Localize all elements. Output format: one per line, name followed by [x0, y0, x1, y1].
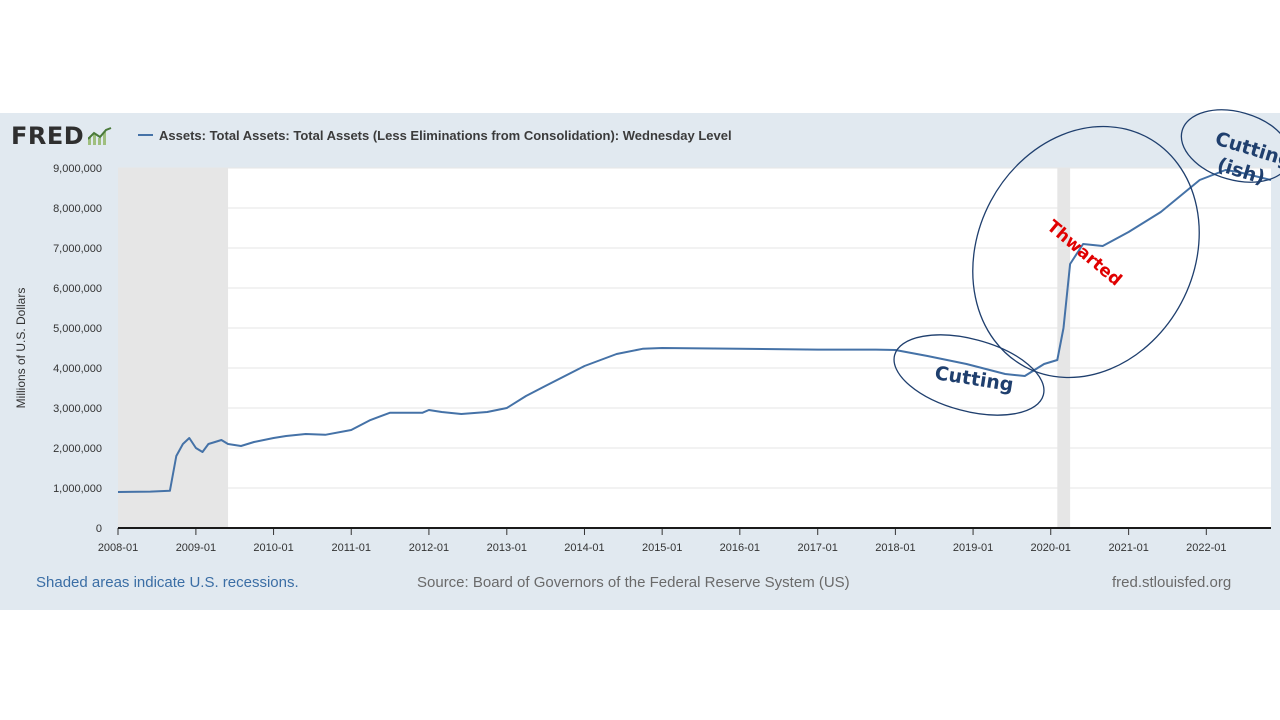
- x-tick-label-5: 2013-01: [487, 542, 527, 554]
- y-tick-label-8: 8,000,000: [53, 203, 102, 215]
- x-tick-label-4: 2012-01: [409, 542, 449, 554]
- series-line-0: [117, 169, 1272, 493]
- x-tick-label-0: 2008-01: [98, 542, 138, 554]
- cutting-ish-ellipse: [1180, 109, 1280, 183]
- x-tick-label-2: 2010-01: [253, 542, 293, 554]
- y-tick-label-2: 2,000,000: [53, 443, 102, 455]
- y-tick-label-6: 6,000,000: [53, 283, 102, 295]
- chart-legend[interactable]: Assets: Total Assets: Total Assets (Less…: [138, 126, 732, 144]
- x-tick-label-13: 2021-01: [1108, 542, 1148, 554]
- y-tick-label-4: 4,000,000: [53, 363, 102, 375]
- x-tick-label-12: 2020-01: [1031, 542, 1071, 554]
- recession-note-link[interactable]: Shaded areas indicate U.S. recessions.: [36, 574, 299, 591]
- x-tick-label-11: 2019-01: [953, 542, 993, 554]
- x-tick-label-7: 2015-01: [642, 542, 682, 554]
- thwarted-ellipse: [972, 125, 1200, 379]
- x-tick-label-14: 2022-01: [1186, 542, 1226, 554]
- source-text: Source: Board of Governors of the Federa…: [417, 574, 850, 591]
- y-tick-label-5: 5,000,000: [53, 323, 102, 335]
- y-tick-label-9: 9,000,000: [53, 163, 102, 175]
- trend-line-icon: [88, 127, 112, 145]
- y-tick-label-3: 3,000,000: [53, 403, 102, 415]
- legend-label: Assets: Total Assets: Total Assets (Less…: [159, 127, 732, 143]
- x-tick-label-10: 2018-01: [875, 542, 915, 554]
- legend-swatch: [138, 134, 153, 136]
- x-tick-label-6: 2014-01: [564, 542, 604, 554]
- recession-shade-1: [1057, 168, 1071, 528]
- y-tick-label-7: 7,000,000: [53, 243, 102, 255]
- x-tick-label-3: 2011-01: [331, 542, 371, 554]
- recession-shade-0: [118, 168, 229, 528]
- x-tick-label-8: 2016-01: [720, 542, 760, 554]
- y-axis-label: Millions of U.S. Dollars: [14, 288, 28, 409]
- fred-logo-text: FRED: [11, 122, 85, 150]
- cutting-ellipse: [893, 334, 1045, 416]
- x-tick-label-9: 2017-01: [798, 542, 838, 554]
- y-tick-label-1: 1,000,000: [53, 483, 102, 495]
- x-tick-label-1: 2009-01: [176, 542, 216, 554]
- y-tick-label-0: 0: [96, 523, 102, 535]
- site-link[interactable]: fred.stlouisfed.org: [1112, 574, 1232, 591]
- fred-logo[interactable]: FRED: [11, 120, 112, 152]
